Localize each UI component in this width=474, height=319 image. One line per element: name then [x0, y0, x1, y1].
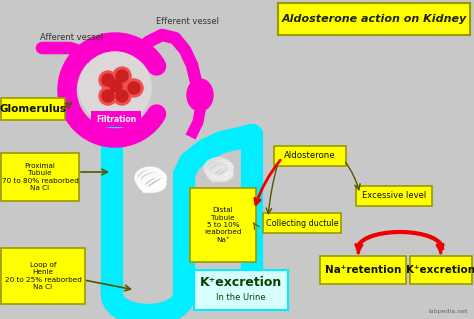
Circle shape: [125, 79, 143, 97]
Circle shape: [99, 71, 117, 89]
Text: Filtration: Filtration: [96, 115, 136, 123]
Text: K⁺excretion: K⁺excretion: [200, 277, 282, 290]
Circle shape: [128, 82, 140, 94]
Circle shape: [102, 74, 114, 86]
FancyBboxPatch shape: [1, 153, 79, 201]
Text: In the Urine: In the Urine: [216, 293, 266, 301]
Text: K⁺excretion: K⁺excretion: [406, 265, 474, 275]
Text: Excessive level: Excessive level: [362, 191, 426, 201]
FancyBboxPatch shape: [356, 186, 432, 206]
Text: Distal
Tubule
5 to 10%
reaborbed
Na⁺: Distal Tubule 5 to 10% reaborbed Na⁺: [204, 207, 242, 243]
FancyBboxPatch shape: [194, 270, 288, 310]
Text: labpedia.net: labpedia.net: [428, 309, 468, 314]
Circle shape: [102, 90, 114, 102]
Circle shape: [79, 52, 151, 124]
Circle shape: [113, 67, 131, 85]
FancyBboxPatch shape: [1, 248, 85, 304]
Circle shape: [113, 87, 131, 105]
Text: Aldosterone: Aldosterone: [284, 152, 336, 160]
Circle shape: [116, 70, 128, 82]
Circle shape: [116, 90, 128, 102]
Text: Loop of
Henle
20 to 25% reaborbed
Na Cl: Loop of Henle 20 to 25% reaborbed Na Cl: [5, 262, 82, 290]
FancyBboxPatch shape: [274, 146, 346, 166]
Text: Afferent vessel: Afferent vessel: [40, 33, 104, 42]
Text: Glomerulus: Glomerulus: [0, 104, 66, 114]
FancyBboxPatch shape: [320, 256, 406, 284]
Text: Collecting ductule: Collecting ductule: [266, 219, 338, 227]
FancyBboxPatch shape: [190, 188, 256, 262]
Circle shape: [107, 77, 125, 95]
Ellipse shape: [187, 79, 213, 111]
Text: Na⁺retention: Na⁺retention: [325, 265, 401, 275]
FancyBboxPatch shape: [1, 98, 65, 120]
Text: Proximal
Tubule
70 to 80% reaborbed
Na Cl: Proximal Tubule 70 to 80% reaborbed Na C…: [1, 163, 78, 191]
FancyBboxPatch shape: [263, 213, 341, 233]
Text: Efferent vessel: Efferent vessel: [156, 18, 219, 26]
FancyBboxPatch shape: [278, 3, 470, 35]
Circle shape: [110, 80, 122, 92]
Circle shape: [99, 87, 117, 105]
Text: Aldosterone action on Kidney: Aldosterone action on Kidney: [282, 14, 466, 24]
FancyBboxPatch shape: [91, 111, 141, 127]
FancyBboxPatch shape: [410, 256, 472, 284]
